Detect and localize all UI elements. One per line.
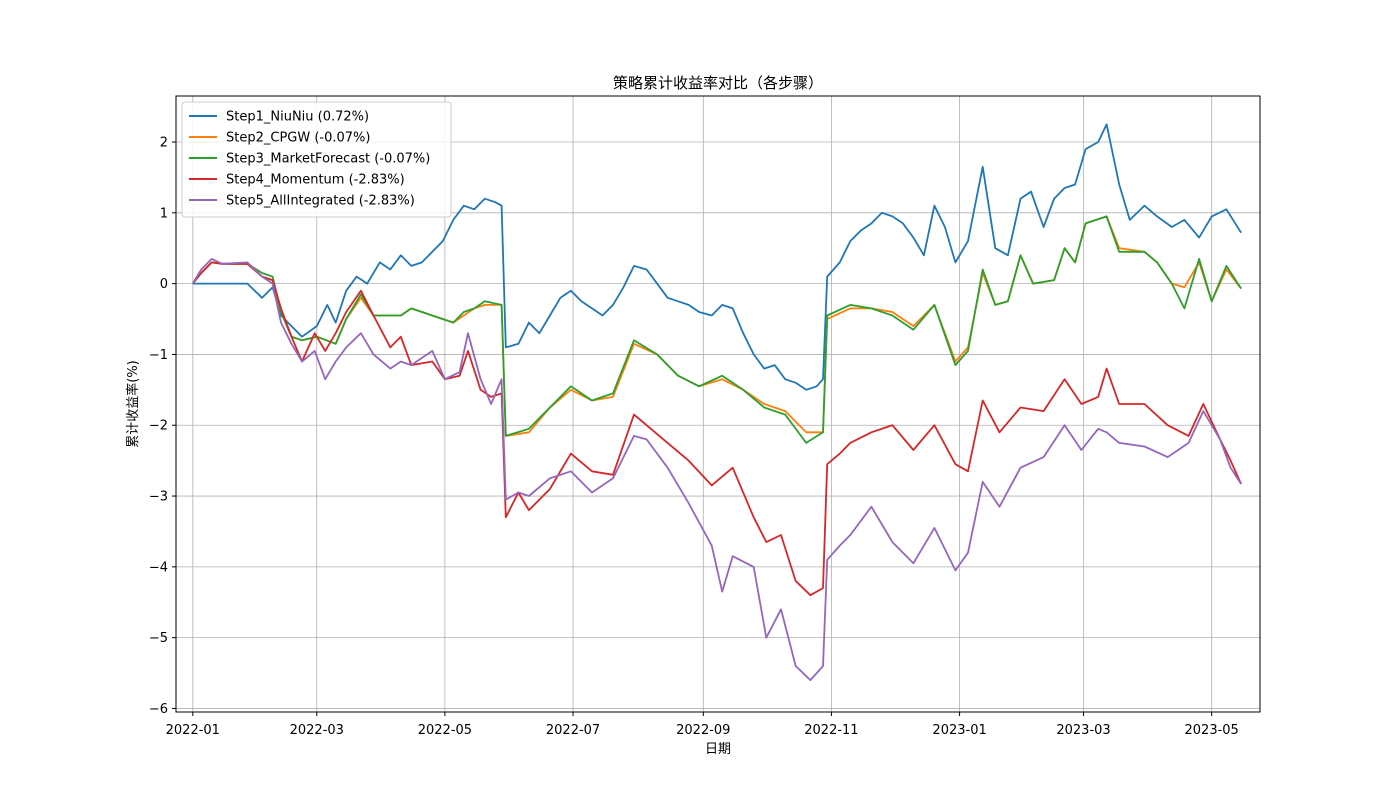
x-tick-label: 2022-11 xyxy=(804,723,858,738)
x-tick-label: 2023-05 xyxy=(1185,723,1239,738)
series-line-step1 xyxy=(192,123,1242,391)
plot-frame xyxy=(175,95,1261,713)
x-tick-label: 2022-05 xyxy=(418,723,472,738)
legend-label: Step1_NiuNiu (0.72%) xyxy=(226,110,369,125)
x-tick-label: 2023-01 xyxy=(932,723,986,738)
x-tick-label: 2022-09 xyxy=(676,723,730,738)
x-tick-label: 2022-07 xyxy=(546,723,600,738)
chart-title: 策略累计收益率对比（各步骤） xyxy=(613,74,823,92)
legend-box xyxy=(181,101,452,218)
series-lines xyxy=(192,123,1242,681)
x-axis-ticks: 2022-01 2022-03 2022-05 2022-07 2022-09 2022-… xyxy=(166,712,1239,738)
y-axis-label: 累计收益率(%) xyxy=(125,360,141,448)
y-tick-label: −3 xyxy=(149,490,168,505)
series-line-step5 xyxy=(192,257,1242,681)
y-tick-label: 1 xyxy=(160,206,168,221)
x-axis-label: 日期 xyxy=(705,742,731,757)
legend-label: Step3_MarketForecast (-0.07%) xyxy=(226,152,430,167)
y-tick-label: −1 xyxy=(149,348,168,363)
x-tick-label: 2023-03 xyxy=(1056,723,1110,738)
legend: Step1_NiuNiu (0.72%) Step2_CPGW (-0.07%) S… xyxy=(181,101,452,218)
y-tick-label: −5 xyxy=(149,631,168,646)
x-tick-label: 2022-03 xyxy=(290,723,344,738)
series-line-step3 xyxy=(192,215,1242,444)
series-line-step4 xyxy=(192,261,1242,597)
legend-label: Step4_Momentum (-2.83%) xyxy=(226,173,405,188)
y-tick-label: −6 xyxy=(149,702,168,717)
legend-label: Step5_AllIntegrated (-2.83%) xyxy=(226,194,415,209)
x-tick-label: 2022-01 xyxy=(166,723,220,738)
y-axis-ticks: 2 1 0 −1 −2 −3 −4 −5 −6 xyxy=(149,136,176,717)
legend-label: Step2_CPGW (-0.07%) xyxy=(226,131,370,146)
y-tick-label: 0 xyxy=(160,277,168,292)
y-tick-label: −4 xyxy=(149,560,168,575)
y-tick-label: −2 xyxy=(149,419,168,434)
y-tick-label: 2 xyxy=(160,136,168,151)
